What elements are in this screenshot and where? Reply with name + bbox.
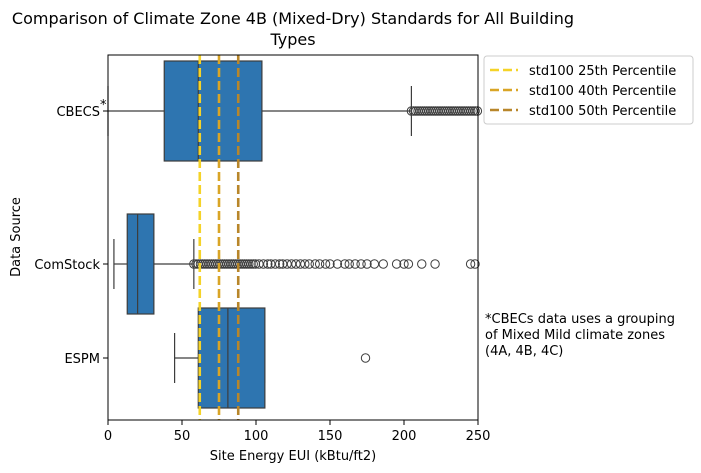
box [163,60,263,162]
outlier-point [465,259,476,269]
y-tick-label: CBECS [56,105,100,120]
legend-frame [483,55,694,125]
x-tick-label: 0 [104,429,112,444]
outlier-point [310,259,320,269]
outlier-point [248,259,258,269]
plot-area [107,54,483,421]
outlier-point [470,106,480,116]
box-group-comstock [113,213,480,315]
outlier-point [468,106,478,116]
plot-frame [107,54,479,421]
outlier-point [304,259,314,269]
outlier-point [378,259,388,269]
outlier-point [399,259,409,269]
y-tick-label: ESPM [64,352,100,367]
x-tick-label: 150 [318,429,343,444]
legend-entry-label: std100 40th Percentile [529,84,676,99]
y-axis: CBECS * ComStock ESPM [34,98,108,367]
outlier-point [430,259,440,269]
outlier-point [391,259,402,269]
x-tick-label: 200 [392,429,417,444]
outlier-point [356,259,366,269]
annotation-line: *CBECs data uses a grouping [485,312,675,327]
annotation-line: of Mixed Mild climate zones [485,328,665,343]
outlier-point [340,259,350,269]
y-tick-marker: * [100,98,107,113]
outlier-point [362,259,372,269]
outlier-point [417,259,427,269]
y-tick-label: ComStock [34,258,100,273]
chart-title-line1: Comparison of Climate Zone 4B (Mixed-Dry… [12,9,574,28]
outlier-point [244,259,254,269]
outlier-point [472,106,483,116]
outlier-point [360,353,371,363]
x-axis-label: Site Energy EUI (kBtu/ft2) [210,449,376,464]
legend-entry-label: std100 50th Percentile [529,104,676,119]
outlier-point [350,259,360,269]
outlier-point [470,259,480,269]
outlier-point [344,259,354,269]
outlier-point [466,106,476,116]
annotation-line: (4A, 4B, 4C) [485,344,563,359]
outlier-point [270,259,280,269]
outlier-point [314,259,325,269]
box [197,307,266,409]
outlier-point [274,259,285,269]
outlier-point [403,259,414,269]
outlier-point [325,259,335,269]
x-tick-label: 100 [244,429,269,444]
outlier-point [332,259,343,269]
outlier-point [320,259,331,269]
x-axis: 0 50 100 150 200 250 [104,420,491,444]
box [126,213,155,315]
legend: std100 25th Percentile std100 40th Percen… [483,55,694,125]
box-group-espm [174,307,371,409]
x-tick-label: 50 [174,429,191,444]
outlier-point [258,259,269,269]
y-axis-label: Data Source [9,197,24,277]
legend-entry-label: std100 25th Percentile [529,64,676,79]
outlier-point [263,259,273,269]
x-tick-label: 250 [466,429,491,444]
chart-title-line2: Types [269,30,315,49]
box-group-cbecs [107,60,483,162]
outlier-point [300,259,310,269]
